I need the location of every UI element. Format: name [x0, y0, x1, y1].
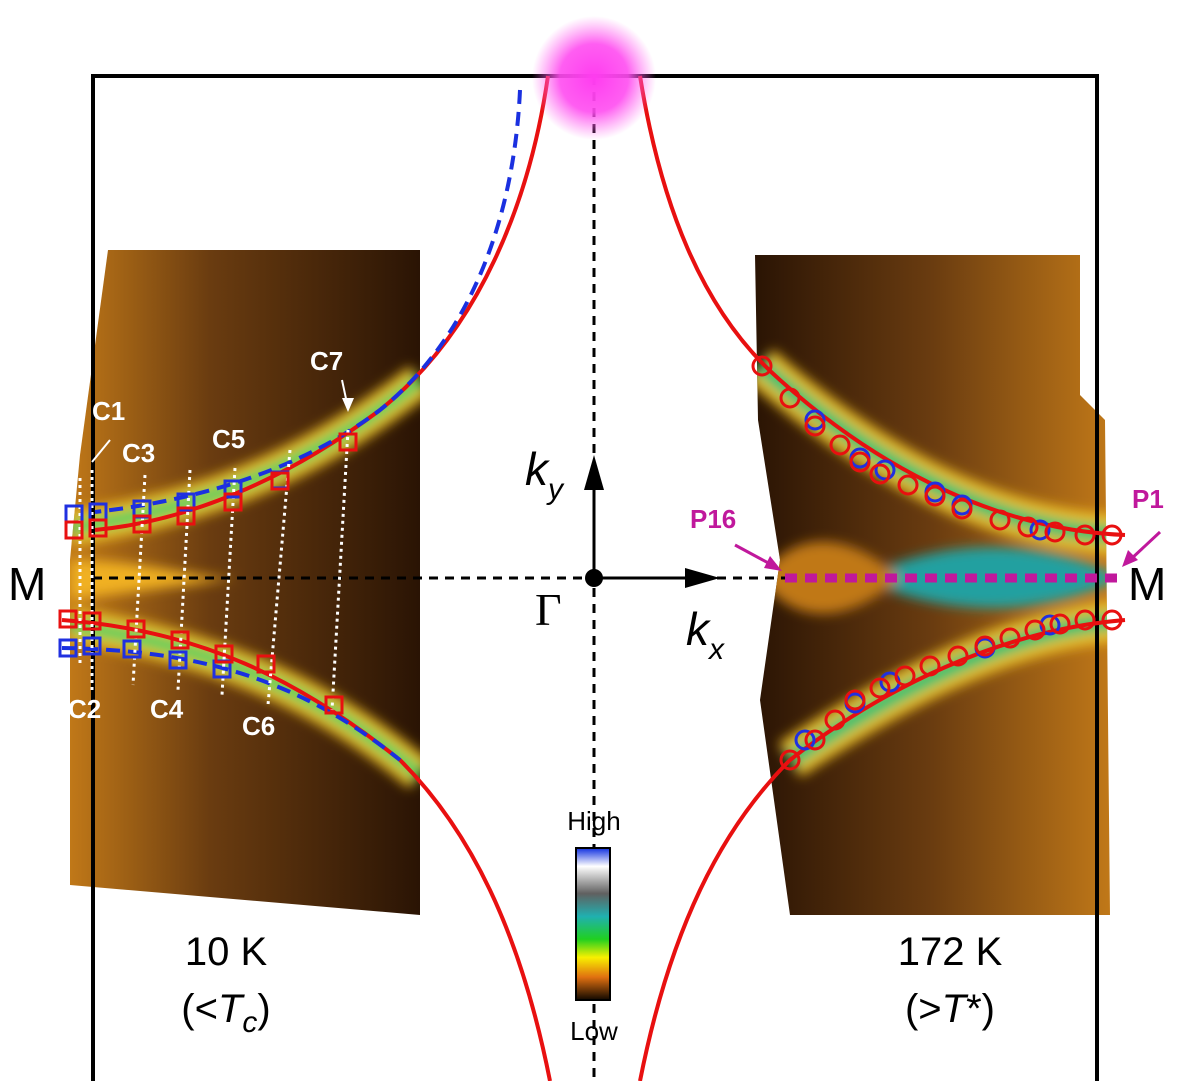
- point-label: P1: [1132, 484, 1164, 514]
- symmetry-label: M: [8, 558, 46, 610]
- text: (>: [905, 987, 942, 1031]
- cut-label: C1: [92, 396, 125, 426]
- cut-label: C7: [310, 346, 343, 376]
- condition: (<Tc): [181, 987, 270, 1039]
- axis-label: kx: [686, 603, 725, 666]
- cut-label: C5: [212, 424, 245, 454]
- temperature: 172 K: [898, 930, 1003, 974]
- colorbar-label: High: [567, 806, 620, 836]
- axis-symbol: k: [525, 443, 550, 495]
- axis-label: ky: [525, 443, 565, 506]
- cut-label: C2: [68, 694, 101, 724]
- symmetry-label: M: [1128, 558, 1166, 610]
- text: T: [218, 987, 245, 1031]
- text: (<: [181, 987, 218, 1031]
- text: *): [966, 987, 995, 1031]
- symmetry-label: Γ: [535, 584, 562, 635]
- heatmap-right: [755, 255, 1125, 915]
- heatmap-left: [70, 250, 420, 915]
- axis-subscript: y: [546, 473, 565, 506]
- axis-symbol: k: [686, 603, 711, 655]
- temperature: 10 K: [185, 930, 268, 974]
- figure: C1 C2 C3 C4 C5 C6 C7 P16 P1 M M Γ ky kx …: [0, 0, 1187, 1081]
- condition: (>T*): [905, 987, 995, 1031]
- text: ): [257, 987, 270, 1031]
- axis-subscript: x: [707, 633, 725, 666]
- cut-label: C4: [150, 694, 184, 724]
- colorbar-label: Low: [570, 1016, 618, 1046]
- cut-label: C6: [242, 711, 275, 741]
- point-label: P16: [690, 504, 736, 534]
- glow: [532, 16, 656, 140]
- cut-label: C3: [122, 438, 155, 468]
- text: c: [242, 1006, 257, 1039]
- text: T: [942, 987, 969, 1031]
